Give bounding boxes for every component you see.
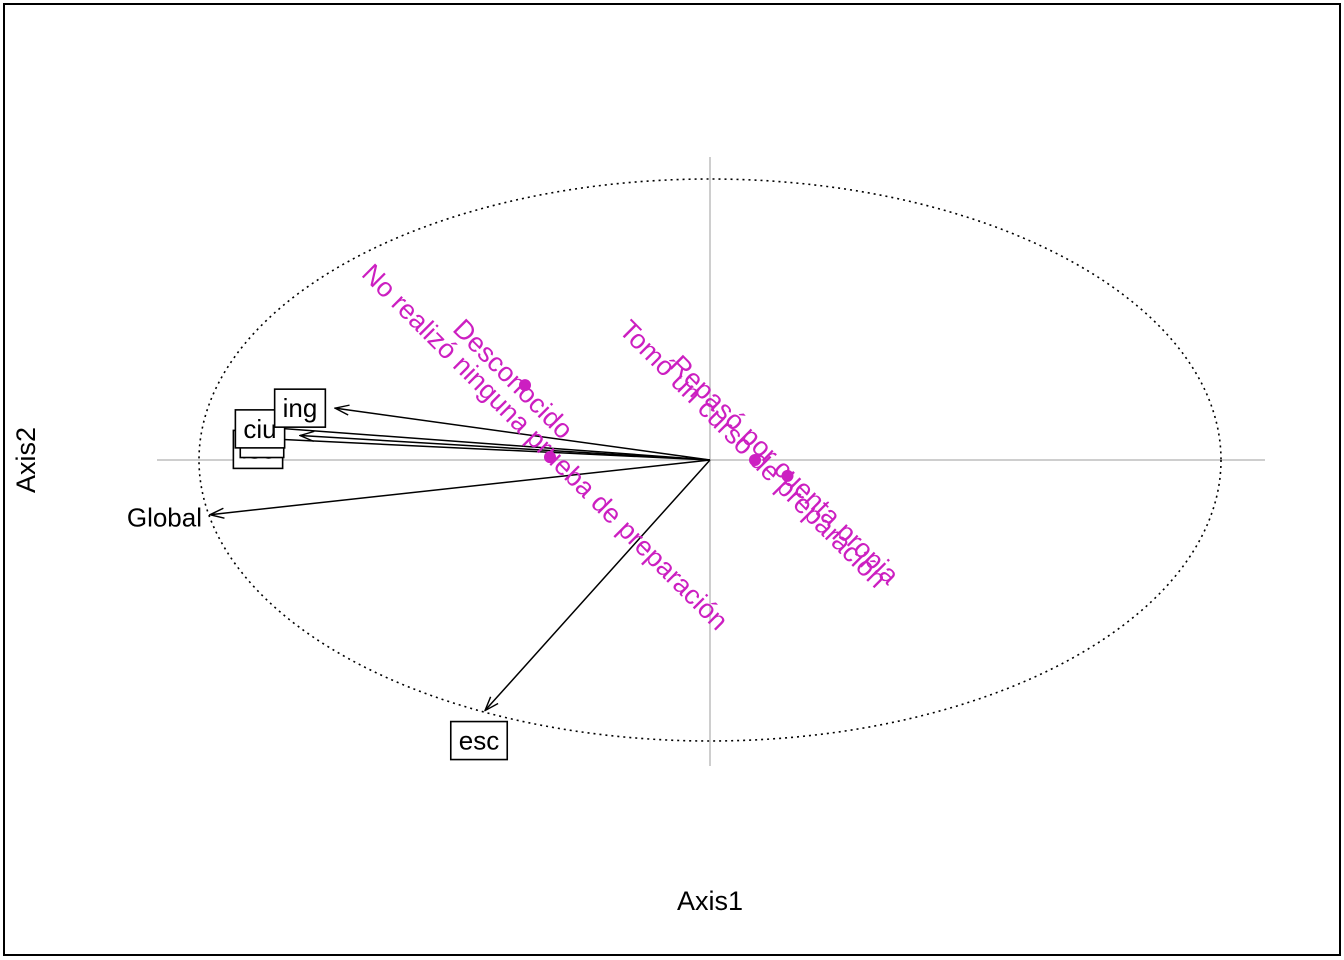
correlation-circle (198, 178, 1222, 742)
arrow-ing (335, 408, 711, 461)
category-points (519, 379, 794, 482)
plot-frame (3, 3, 1341, 956)
arrow-ciu (260, 427, 711, 461)
variable-label-ciu: ciu (243, 414, 276, 444)
arrow-nti (300, 436, 711, 461)
category-point-desconocido (519, 379, 531, 392)
arrow-lec (260, 438, 711, 461)
variable-labels: lecnticiuingescGlobal (127, 388, 509, 761)
y-axis-title: Axis2 (11, 427, 41, 493)
variable-label-esc: esc (459, 726, 499, 756)
variable-label-box-ing (273, 388, 327, 428)
variable-label-ing: ing (283, 393, 318, 423)
arrow-esc (485, 459, 711, 711)
variable-label-global: Global (127, 503, 202, 533)
variable-label-box-esc (449, 720, 509, 761)
category-point-repaso-por-cuenta-propia (781, 469, 794, 482)
category-point-tomo-un-curso-de-preparacion (749, 454, 761, 466)
arrow-global (210, 459, 711, 515)
x-axis-title: Axis1 (677, 886, 743, 916)
variable-arrows (210, 408, 711, 711)
category-label-no-realizo-ninguna-prueba-de-preparacion: No realizó ninguna prueba de preparación (356, 258, 734, 636)
category-point-no-realizo-ninguna-prueba-de-preparacion (544, 451, 556, 464)
